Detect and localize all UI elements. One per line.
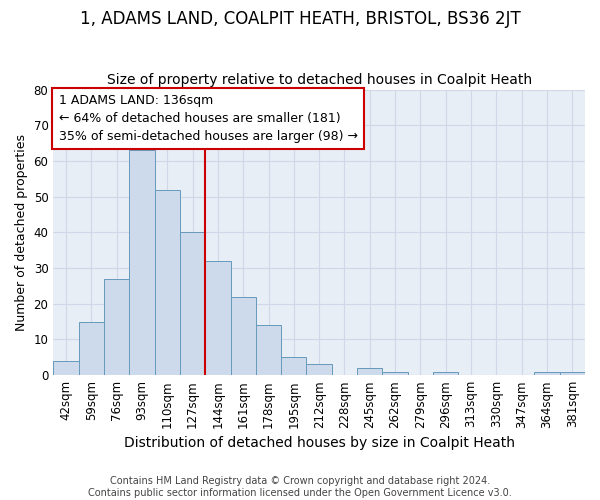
Text: 1 ADAMS LAND: 136sqm
← 64% of detached houses are smaller (181)
35% of semi-deta: 1 ADAMS LAND: 136sqm ← 64% of detached h… [59, 94, 358, 143]
Bar [230, 296, 256, 375]
Bar [560, 372, 585, 375]
Bar [535, 372, 560, 375]
Bar [281, 358, 307, 375]
Bar [433, 372, 458, 375]
Bar [382, 372, 408, 375]
Title: Size of property relative to detached houses in Coalpit Heath: Size of property relative to detached ho… [107, 73, 532, 87]
Bar [357, 368, 382, 375]
Bar [256, 325, 281, 375]
Bar [79, 322, 104, 375]
X-axis label: Distribution of detached houses by size in Coalpit Heath: Distribution of detached houses by size … [124, 436, 515, 450]
Y-axis label: Number of detached properties: Number of detached properties [15, 134, 28, 331]
Text: Contains HM Land Registry data © Crown copyright and database right 2024.
Contai: Contains HM Land Registry data © Crown c… [88, 476, 512, 498]
Bar [53, 361, 79, 375]
Bar [155, 190, 180, 375]
Bar [104, 279, 129, 375]
Bar [180, 232, 205, 375]
Bar [307, 364, 332, 375]
Text: 1, ADAMS LAND, COALPIT HEATH, BRISTOL, BS36 2JT: 1, ADAMS LAND, COALPIT HEATH, BRISTOL, B… [80, 10, 520, 28]
Bar [205, 261, 230, 375]
Bar [129, 150, 155, 375]
